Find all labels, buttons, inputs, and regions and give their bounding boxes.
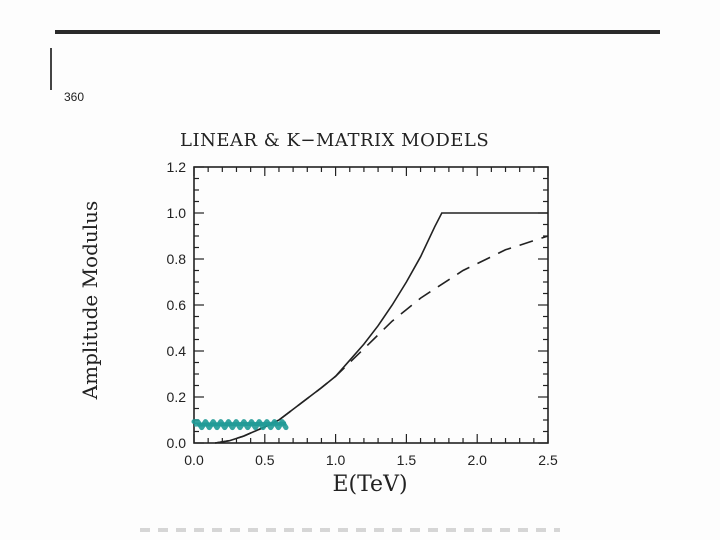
x-tick-label: 1.5 bbox=[397, 452, 417, 468]
page-number: 360 bbox=[64, 90, 85, 104]
y-tick-label: 0.6 bbox=[167, 297, 187, 313]
x-axis-label: E(TeV) bbox=[332, 472, 408, 497]
chart-title: LINEAR & K−MATRIX MODELS bbox=[180, 130, 490, 151]
x-tick-label: 2.0 bbox=[467, 452, 487, 468]
y-tick-label: 1.0 bbox=[167, 205, 187, 221]
annotation-group bbox=[191, 419, 289, 431]
y-tick-label: 0.0 bbox=[167, 435, 187, 451]
y-tick-label: 0.8 bbox=[167, 251, 187, 267]
series-group bbox=[215, 212, 549, 444]
solid-series-line bbox=[215, 212, 548, 444]
tick-marks bbox=[193, 166, 549, 444]
x-tick-label: 2.5 bbox=[538, 452, 558, 468]
dashed-series-line bbox=[215, 235, 549, 444]
y-tick-label: 1.2 bbox=[167, 159, 187, 175]
y-tick-label: 0.4 bbox=[167, 343, 187, 359]
bottom-text-remnant bbox=[140, 528, 560, 532]
x-tick-label: 0.5 bbox=[255, 452, 275, 468]
x-tick-label: 1.0 bbox=[326, 452, 346, 468]
teal-highlight-stroke bbox=[191, 419, 289, 431]
plot-frame bbox=[193, 166, 549, 444]
y-tick-label: 0.2 bbox=[167, 389, 187, 405]
x-tick-label: 0.0 bbox=[184, 452, 204, 468]
top-rule bbox=[55, 30, 660, 34]
margin-mark bbox=[50, 48, 52, 90]
tick-labels: 0.0 0.5 1.0 1.5 2.0 2.5 0.0 0.2 0.4 0.6 0.8 1.0 1.2 bbox=[167, 159, 558, 468]
teal-highlight-core bbox=[193, 421, 287, 427]
